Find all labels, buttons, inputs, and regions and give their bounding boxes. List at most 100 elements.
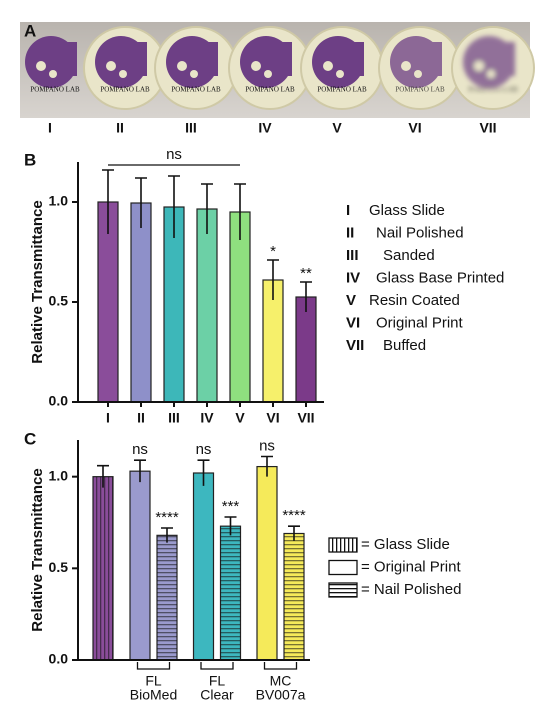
logo-bar	[276, 42, 292, 76]
y-axis-title: Relative Transmittance	[29, 468, 46, 631]
bar-hatch	[93, 476, 113, 660]
group-label: MC	[270, 673, 292, 689]
legend-label: = Nail Polished	[361, 581, 461, 598]
logo-bar	[348, 42, 364, 76]
y-tick-label: 1.0	[49, 193, 69, 209]
sample-label: VII	[479, 120, 496, 136]
bar	[130, 202, 152, 403]
logo: POMPANO LAB	[95, 36, 150, 94]
logo-hole	[190, 70, 198, 78]
sample-label: III	[185, 120, 197, 136]
group-bracket	[263, 662, 298, 670]
legend-label: Glass Slide	[369, 202, 445, 219]
bar-hatch	[157, 535, 177, 660]
disc: POMPANO LAB	[154, 26, 238, 110]
logo: POMPANO LAB	[166, 36, 221, 94]
legend-label: Sanded	[383, 247, 435, 264]
disc: POMPANO LAB	[228, 26, 312, 110]
logo: POMPANO LAB	[25, 36, 80, 94]
x-tick-label: VII	[297, 410, 314, 426]
significance: ns	[259, 437, 275, 454]
error-bar	[168, 175, 180, 238]
group-label: BV007a	[256, 687, 306, 703]
logo-bar	[426, 42, 442, 76]
x-tick-label: V	[235, 410, 245, 426]
sample-label: IV	[258, 120, 272, 136]
legend-key: V	[346, 292, 356, 309]
logo-bar	[131, 42, 147, 76]
bar	[256, 465, 278, 661]
error-bar	[261, 455, 273, 477]
disc-text: POMPANO LAB	[30, 86, 80, 94]
y-tick-label: 0.0	[49, 393, 69, 409]
significance: ***	[222, 498, 240, 515]
x-tick-label: VI	[266, 410, 279, 426]
bar	[192, 472, 215, 661]
error-bar	[102, 169, 114, 234]
group-bracket	[136, 662, 171, 670]
bar	[129, 470, 151, 661]
legend-key: I	[346, 202, 350, 219]
bar-hatch	[284, 533, 304, 660]
logo-hole	[323, 61, 333, 71]
logo-hole	[414, 70, 422, 78]
bar	[295, 296, 317, 403]
significance: ****	[282, 507, 306, 524]
error-bar	[97, 464, 109, 488]
logo-hole	[336, 70, 344, 78]
disc: POMPANO LAB	[451, 26, 535, 110]
sample-label: I	[48, 120, 52, 136]
logo-hole	[251, 61, 261, 71]
significance: **	[300, 265, 312, 282]
sample-label: V	[332, 120, 342, 136]
significance: ns	[132, 441, 148, 458]
legend-label: Original Print	[376, 314, 464, 331]
logo-bar	[61, 42, 77, 76]
significance: ****	[155, 509, 179, 526]
disc: POMPANO LAB	[25, 36, 80, 94]
logo: POMPANO LAB	[463, 36, 518, 94]
logo: POMPANO LAB	[390, 36, 445, 94]
bar	[196, 208, 218, 403]
disc-text: POMPANO LAB	[245, 86, 295, 94]
legend-label: Buffed	[383, 337, 426, 354]
logo-bar	[202, 42, 218, 76]
legend-key: III	[346, 247, 359, 264]
group-label: Clear	[200, 687, 234, 703]
logo: POMPANO LAB	[312, 36, 367, 94]
y-tick-label: 0.5	[49, 559, 69, 575]
x-tick-label: III	[168, 410, 180, 426]
error-bar	[197, 459, 210, 486]
panel-label: C	[24, 429, 36, 448]
logo: POMPANO LAB	[240, 36, 295, 94]
error-bar	[161, 527, 173, 543]
legend-swatch	[328, 559, 358, 576]
bracket-label: ns	[166, 146, 182, 163]
sample-label: VI	[408, 120, 421, 136]
error-bar	[134, 459, 146, 483]
error-bar	[135, 177, 147, 228]
group-label: BioMed	[130, 687, 177, 703]
logo-hole	[106, 61, 116, 71]
legend-key: VII	[346, 337, 364, 354]
logo-hole	[177, 61, 187, 71]
disc: POMPANO LAB	[83, 26, 167, 110]
disc: POMPANO LAB	[300, 26, 384, 110]
y-tick-label: 0.0	[49, 651, 69, 667]
significance: *	[270, 243, 276, 260]
error-bar	[234, 183, 246, 240]
legend-key: IV	[346, 269, 360, 286]
disc-text: POMPANO LAB	[395, 86, 445, 94]
logo-bar	[499, 42, 515, 76]
legend-label: = Original Print	[361, 558, 461, 575]
error-bar	[201, 183, 213, 234]
legend-label: Glass Base Printed	[376, 269, 504, 286]
panel-label: A	[24, 21, 36, 40]
logo-hole	[487, 70, 495, 78]
sample-label: II	[116, 120, 124, 136]
error-bar	[224, 516, 237, 536]
legend-hatch	[329, 538, 357, 552]
x-tick-label: I	[106, 410, 110, 426]
